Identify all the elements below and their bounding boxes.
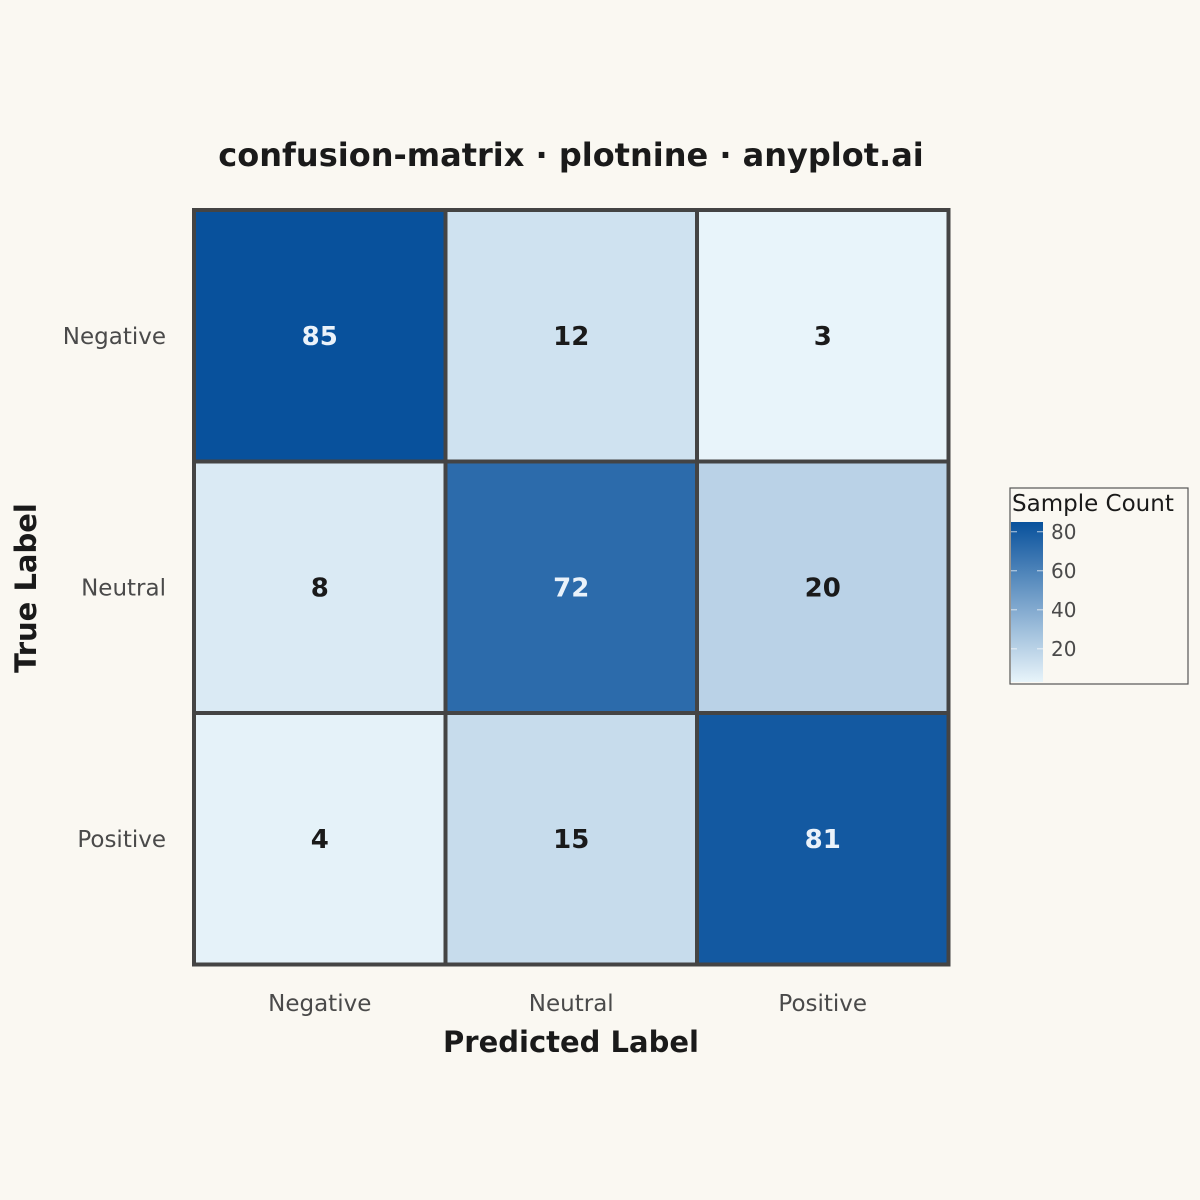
color-legend: Sample Count 20 40 60 80 xyxy=(1009,487,1189,685)
legend-ticks: 20 40 60 80 xyxy=(1011,520,1076,661)
cell-value-label: 85 xyxy=(302,322,338,352)
heatmap-cell xyxy=(695,208,951,464)
x-axis-title: Predicted Label xyxy=(443,1025,699,1059)
x-tick-labels: Negative Neutral Positive xyxy=(268,991,867,1017)
cell-value-label: 8 xyxy=(311,573,329,603)
cell-value-label: 81 xyxy=(805,825,841,855)
heatmap-cell xyxy=(695,459,951,715)
cell-value-label: 20 xyxy=(805,573,841,603)
cell-value-label: 4 xyxy=(311,825,329,855)
cell-value-label: 72 xyxy=(553,573,589,603)
y-tick-label: Positive xyxy=(77,827,166,853)
heatmap-cell xyxy=(192,459,448,715)
legend-tick-label: 20 xyxy=(1051,637,1076,661)
legend-frame xyxy=(1009,487,1189,685)
heatmap-cell xyxy=(192,208,448,464)
y-tick-label: Negative xyxy=(63,324,166,350)
x-tick-label: Negative xyxy=(268,991,371,1017)
cell-value-label: 12 xyxy=(553,322,589,352)
cell-value-label: 15 xyxy=(553,825,589,855)
legend-title: Sample Count xyxy=(1012,491,1174,517)
cell-value-label: 3 xyxy=(814,322,832,352)
y-axis-title: True Label xyxy=(9,503,43,673)
legend-tick-label: 40 xyxy=(1051,598,1076,622)
legend-tick-label: 60 xyxy=(1051,559,1076,583)
heatmap-cells: 85 12 3 8 72 20 4 15 81 xyxy=(192,208,951,967)
heatmap-cell xyxy=(192,711,448,967)
heatmap-cell xyxy=(443,711,699,967)
chart-title: confusion-matrix · plotnine · anyplot.ai xyxy=(218,136,924,174)
heatmap-cell xyxy=(443,208,699,464)
legend-tick-label: 80 xyxy=(1051,520,1076,544)
x-tick-label: Neutral xyxy=(529,991,614,1017)
y-tick-labels: Negative Neutral Positive xyxy=(63,324,166,853)
x-tick-label: Positive xyxy=(778,991,867,1017)
heatmap-cell xyxy=(695,711,951,967)
legend-colorbar xyxy=(1011,522,1043,682)
y-tick-label: Neutral xyxy=(81,575,166,601)
